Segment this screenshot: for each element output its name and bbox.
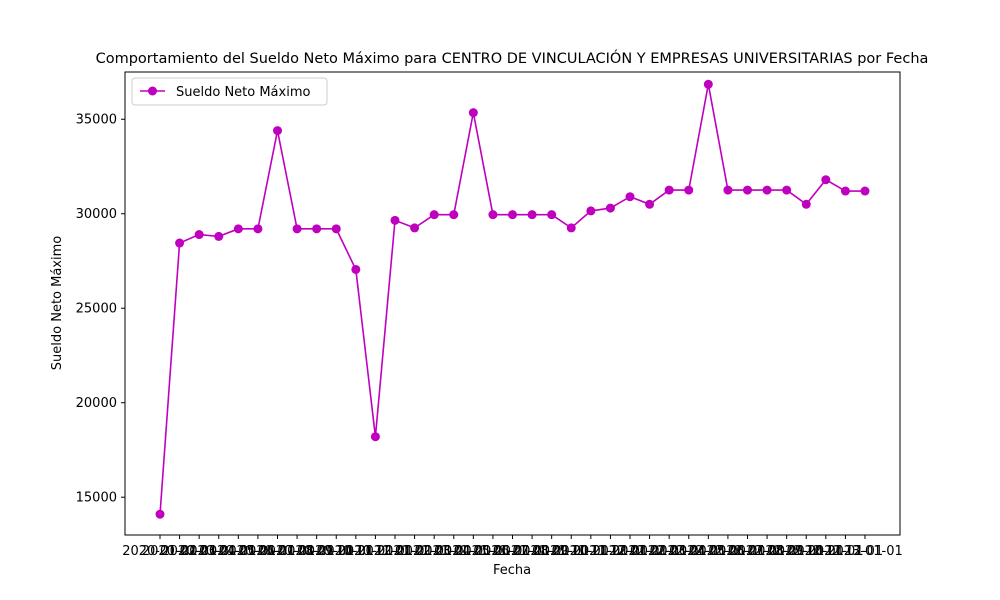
- x-tick-label: 2021-10-01: [533, 544, 609, 559]
- data-point: [273, 126, 282, 136]
- x-axis-ticks: 2020-01-012020-02-012020-03-012020-04-01…: [122, 535, 903, 559]
- data-point: [410, 223, 420, 233]
- data-point: [155, 509, 165, 519]
- x-tick-label: 2022-01-01: [592, 544, 668, 559]
- data-point: [645, 199, 655, 209]
- data-point: [723, 185, 733, 195]
- x-tick-label: 2022-09-01: [749, 544, 825, 559]
- x-tick-label: 2022-08-01: [729, 544, 805, 559]
- x-tick-label: 2020-02-01: [142, 544, 218, 559]
- x-tick-label: 2021-04-01: [416, 544, 492, 559]
- x-tick-label: 2021-02-01: [377, 544, 453, 559]
- x-tick-label: 2021-07-01: [475, 544, 551, 559]
- series-line: [159, 84, 865, 515]
- data-point: [233, 224, 243, 234]
- x-tick-label: 2022-11-01: [788, 544, 864, 559]
- data-point: [547, 210, 557, 220]
- data-point: [801, 199, 811, 209]
- y-axis-label: Sueldo Neto Máximo: [50, 236, 65, 370]
- data-point: [331, 224, 341, 234]
- x-tick-label: 2023-01-01: [827, 544, 903, 559]
- y-tick-label: 25000: [76, 302, 117, 317]
- x-tick-label: 2020-06-01: [220, 544, 296, 559]
- chart-title: Comportamiento del Sueldo Neto Máximo pa…: [96, 49, 929, 67]
- data-point: [370, 432, 380, 442]
- x-tick-label: 2020-09-01: [279, 544, 355, 559]
- y-axis-ticks: 15000 20000 25000 30000 35000: [76, 113, 125, 506]
- data-point: [312, 224, 322, 234]
- y-tick-label: 20000: [76, 396, 117, 411]
- data-point: [214, 231, 224, 241]
- x-axis-label: Fecha: [493, 563, 531, 578]
- x-tick-label: 2020-11-01: [318, 544, 394, 559]
- x-tick-label: 2021-12-01: [573, 544, 649, 559]
- data-point: [488, 210, 498, 220]
- data-point: [605, 203, 615, 213]
- x-tick-label: 2021-05-01: [436, 544, 512, 559]
- data-point: [782, 185, 792, 195]
- x-tick-label: 2021-09-01: [514, 544, 590, 559]
- data-point: [429, 210, 439, 220]
- x-tick-label: 2022-03-01: [631, 544, 707, 559]
- data-point: [390, 215, 400, 225]
- x-tick-label: 2020-03-01: [161, 544, 237, 559]
- y-tick-label: 30000: [76, 207, 117, 222]
- x-tick-label: 2022-10-01: [768, 544, 844, 559]
- data-point: [703, 79, 713, 89]
- data-point: [566, 223, 576, 233]
- data-point: [175, 238, 185, 248]
- x-tick-label: 2020-08-01: [259, 544, 335, 559]
- x-tick-label: 2021-01-01: [357, 544, 433, 559]
- x-tick-label: 2020-01-01: [122, 544, 198, 559]
- x-tick-label: 2020-12-01: [338, 544, 414, 559]
- data-point: [527, 210, 537, 220]
- data-point: [743, 185, 752, 195]
- data-point: [449, 210, 459, 220]
- x-tick-label: 2022-05-01: [671, 544, 747, 559]
- x-tick-label: 2022-04-01: [651, 544, 727, 559]
- data-point: [253, 224, 263, 234]
- legend: Sueldo Neto Máximo: [131, 77, 328, 106]
- data-point: [292, 224, 302, 234]
- x-tick-label: 2022-02-01: [612, 544, 688, 559]
- data-point: [684, 185, 694, 195]
- x-tick-label: 2022-12-01: [808, 544, 884, 559]
- x-tick-label: 2020-07-01: [240, 544, 316, 559]
- x-tick-label: 2020-04-01: [181, 544, 257, 559]
- data-point: [468, 108, 478, 118]
- data-point: [762, 185, 772, 195]
- legend-box: [131, 77, 328, 106]
- data-point: [840, 186, 850, 196]
- data-point: [351, 264, 361, 274]
- data-point: [586, 206, 596, 216]
- x-tick-label: 2021-11-01: [553, 544, 629, 559]
- x-tick-label: 2020-10-01: [298, 544, 374, 559]
- plot-area: [124, 71, 901, 536]
- x-tick-label: 2021-06-01: [455, 544, 531, 559]
- y-tick-label: 15000: [76, 491, 117, 506]
- legend-entry-sueldo-neto-maximo: Sueldo Neto Máximo: [176, 85, 310, 100]
- x-tick-label: 2022-07-01: [710, 544, 786, 559]
- legend-marker: [148, 86, 157, 96]
- data-point: [625, 192, 635, 202]
- data-point: [508, 210, 517, 220]
- data-point: [860, 186, 870, 196]
- x-tick-label: 2022-06-01: [690, 544, 766, 559]
- data-point: [194, 230, 204, 240]
- y-tick-label: 35000: [76, 113, 117, 128]
- data-point: [664, 185, 674, 195]
- x-tick-label: 2021-03-01: [396, 544, 472, 559]
- data-point: [821, 175, 831, 185]
- x-tick-label: 2020-05-01: [201, 544, 277, 559]
- series-points: [155, 79, 870, 519]
- x-tick-label: 2021-08-01: [494, 544, 570, 559]
